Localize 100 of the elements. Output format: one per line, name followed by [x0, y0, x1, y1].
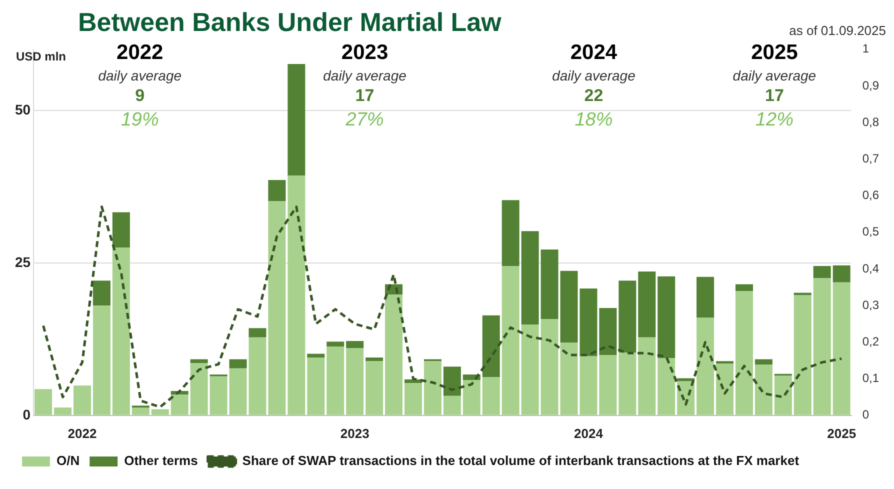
annotation: 12% — [755, 110, 794, 131]
annotation: 2025 — [751, 41, 798, 64]
chart-subtitle: as of 01.09.2025 — [789, 23, 886, 38]
bar — [599, 308, 617, 356]
y-axis-title: USD mln — [16, 50, 66, 64]
y2-tick-label: 0,1 — [862, 371, 880, 386]
annotation: 22 — [584, 86, 604, 106]
annotation: daily average — [732, 67, 816, 84]
x-tick-label: 2022 — [68, 426, 97, 441]
bar — [248, 328, 266, 338]
bar — [92, 280, 110, 306]
y2-tick-label: 0,7 — [862, 152, 880, 166]
y-tick-label: 0 — [22, 406, 31, 422]
bar — [326, 346, 344, 415]
bar — [268, 180, 286, 202]
bar — [366, 357, 384, 362]
bar — [443, 366, 461, 396]
bar — [832, 282, 850, 415]
bar — [638, 337, 656, 415]
y-tick-label: 50 — [14, 101, 31, 118]
bar — [112, 212, 130, 248]
annotation: 2022 — [116, 41, 164, 64]
bar — [716, 364, 734, 415]
bar — [326, 342, 344, 346]
bar — [385, 294, 403, 415]
bar — [696, 276, 714, 318]
annotation: 9 — [135, 86, 145, 106]
bar — [366, 361, 384, 415]
bar — [443, 396, 461, 415]
y2-tick-label: 0 — [862, 408, 870, 422]
bar — [132, 407, 150, 415]
y2-tick-label: 0,4 — [862, 261, 880, 276]
bar — [754, 359, 772, 365]
bar — [229, 359, 247, 368]
bar — [346, 340, 364, 348]
annotation: daily average — [323, 67, 407, 84]
legend-label: Share of SWAP transactions in the total volume of interbank transactions at the FX market — [242, 453, 800, 468]
y2-tick-label: 0,3 — [862, 298, 880, 312]
chart-title: Between Banks Under Martial Law — [77, 7, 502, 38]
bar — [502, 200, 520, 266]
bar — [618, 280, 636, 353]
bar — [735, 284, 753, 291]
bar — [268, 201, 286, 415]
bar — [346, 348, 364, 415]
annotation: 27% — [344, 110, 384, 131]
y2-tick-label: 1 — [862, 42, 870, 56]
annotation: 19% — [120, 110, 159, 131]
bar — [735, 290, 753, 415]
y2-tick-label: 0,6 — [862, 188, 880, 202]
bar — [170, 394, 188, 415]
bar — [462, 380, 480, 415]
annotation: daily average — [98, 67, 182, 84]
bar — [521, 231, 539, 325]
x-tick-label: 2024 — [574, 426, 604, 441]
bar — [521, 324, 539, 415]
bar — [73, 386, 92, 415]
legend-label: O/N — [56, 453, 80, 468]
bar — [54, 407, 72, 415]
bar — [190, 362, 208, 415]
bar — [677, 378, 695, 382]
annotation: 17 — [764, 86, 784, 106]
bar — [112, 248, 130, 415]
bar — [599, 355, 617, 415]
annotation: 18% — [574, 110, 613, 131]
y2-tick-label: 0,8 — [862, 114, 880, 129]
bar — [288, 176, 306, 415]
y2-tick-label: 0,5 — [862, 224, 880, 239]
bar — [482, 315, 500, 377]
legend-label: Other terms — [124, 453, 198, 468]
bar — [658, 358, 676, 415]
bar — [813, 266, 831, 278]
bar — [794, 295, 812, 415]
bar — [288, 64, 306, 176]
x-tick-label: 2023 — [340, 426, 370, 441]
bar — [151, 409, 169, 415]
bar — [190, 359, 208, 363]
bar — [618, 352, 636, 415]
bar — [307, 357, 325, 415]
bar — [813, 278, 831, 415]
x-tick-label: 2025 — [827, 426, 856, 441]
bar — [638, 271, 656, 338]
annotation: 2024 — [570, 41, 618, 64]
bar — [658, 276, 676, 358]
line-series — [42, 206, 843, 408]
y-tick-label: 25 — [14, 254, 31, 270]
annotation: 2023 — [341, 41, 388, 64]
y2-tick-label: 0,2 — [862, 334, 880, 349]
bar — [832, 265, 850, 282]
bar — [307, 354, 325, 358]
bar — [774, 376, 792, 415]
bar — [92, 306, 110, 415]
y2-tick-label: 0,9 — [862, 78, 880, 92]
annotation: daily average — [552, 67, 636, 84]
bar — [716, 361, 734, 364]
annotation: 17 — [355, 86, 374, 106]
bar — [34, 389, 52, 415]
bar — [502, 266, 520, 415]
bar — [754, 364, 772, 415]
bar — [482, 376, 500, 415]
bar — [696, 318, 714, 415]
